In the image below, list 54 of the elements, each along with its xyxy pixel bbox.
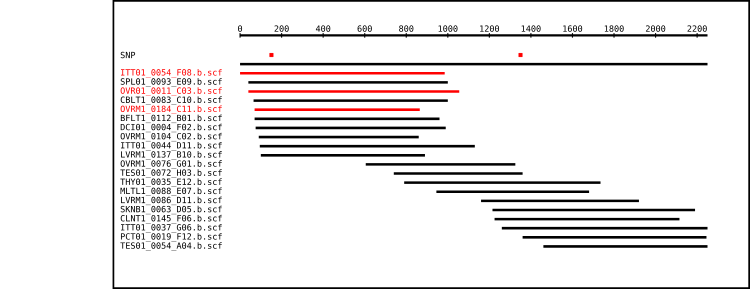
- y-tick-label: TES01_0054_A04.b.scf: [120, 242, 222, 251]
- y-tick-label: LVRM1_0137_B10.b.scf: [121, 151, 222, 160]
- bar: [248, 90, 460, 93]
- y-tick-label: OVRM1_0076_G01.b.scf: [120, 160, 222, 169]
- bar: [254, 99, 448, 102]
- x-tick-label: 1000: [438, 25, 458, 32]
- x-tick-label: 600: [358, 25, 372, 32]
- bar: [248, 81, 448, 84]
- y-tick-label: SKNB1_0063_D05.b.scf: [120, 206, 222, 214]
- y-tick-label: DCI01_0004_F02.b.scf: [120, 124, 222, 132]
- y-tick-label: MLTL1_0088_E07.b.scf: [120, 188, 222, 196]
- x-tick-label: 400: [316, 25, 330, 32]
- bar: [254, 108, 420, 111]
- x-tick-label: 2200: [688, 25, 707, 32]
- y-tick-label: CLNT1_0145_F06.b.scf: [120, 214, 222, 224]
- y-tick-label: OVRM1_0104_C02.b.scf: [120, 132, 222, 142]
- bar: [254, 118, 440, 120]
- bar: [492, 208, 696, 212]
- y-tick-label: OVRM1_0184_C11.b.scf: [120, 106, 222, 114]
- y-tick-label: LVRM1_0086_D11.b.scf: [121, 196, 222, 206]
- bar: [481, 200, 639, 202]
- x-tick-label: 0: [238, 25, 242, 32]
- bar: [240, 72, 445, 75]
- bar: [522, 236, 706, 239]
- bar: [240, 62, 708, 66]
- y-tick-label: SNP: [120, 52, 136, 58]
- bar: [436, 190, 590, 194]
- y-tick-label: SPL01_0093_E09.b.scf: [120, 78, 222, 87]
- x-tick-label: 1600: [563, 25, 582, 32]
- x-tick-label: 200: [274, 25, 289, 32]
- y-tick-label: OVR01_0011_C03.b.scf: [120, 87, 222, 96]
- y-tick-label: THY01_0035_E12.b.scf: [120, 178, 222, 187]
- bar: [394, 172, 523, 175]
- y-tick-label: ITT01_0037_G06.b.scf: [121, 224, 222, 232]
- bar: [258, 136, 419, 138]
- bar: [494, 218, 680, 220]
- bar: [260, 144, 475, 148]
- x-tick-label: 1400: [522, 25, 541, 32]
- y-tick-label: TES01_0072_H03.b.scf: [120, 169, 222, 178]
- bar: [260, 154, 425, 157]
- bar: [502, 226, 708, 230]
- y-tick-label: CBLT1_0083_C10.b.scf: [120, 96, 222, 105]
- x-tick-label: 800: [399, 25, 414, 32]
- bar: [366, 163, 516, 166]
- bar: [404, 181, 601, 184]
- x-tick-label: 2000: [646, 25, 666, 32]
- y-tick-label: ITT01_0044_D11.b.scf: [121, 142, 222, 150]
- y-tick-label: ITT01_0054_F08.b.scf: [121, 69, 222, 78]
- x-tick-label: 1200: [480, 25, 500, 32]
- bar: [256, 126, 446, 130]
- bar: [543, 245, 708, 248]
- y-tick-label: PCT01_0019_F12.b.scf: [120, 233, 222, 242]
- y-tick-label: BFLT1_0112_B01.b.scf: [120, 114, 222, 124]
- x-tick-label: 1800: [604, 25, 624, 32]
